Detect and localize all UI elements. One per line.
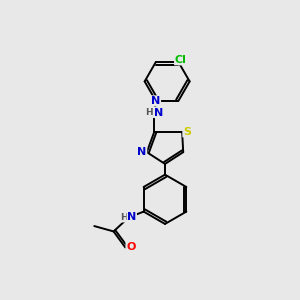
Text: O: O — [126, 242, 135, 253]
Text: H: H — [145, 108, 153, 117]
Text: H: H — [120, 213, 128, 222]
Text: Cl: Cl — [175, 55, 187, 65]
Text: N: N — [151, 96, 160, 106]
Text: S: S — [183, 127, 191, 137]
Text: N: N — [127, 212, 136, 223]
Text: N: N — [137, 147, 147, 157]
Text: N: N — [154, 107, 163, 118]
